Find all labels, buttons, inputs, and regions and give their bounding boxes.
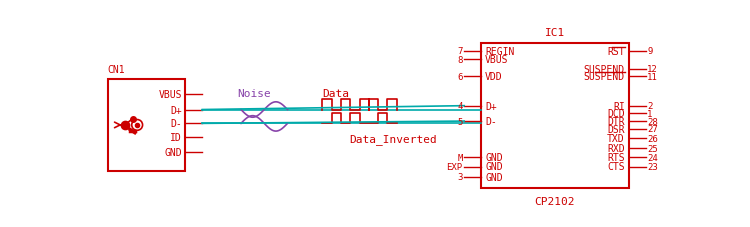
Text: GND: GND bbox=[485, 172, 502, 182]
Text: VBUS: VBUS bbox=[485, 55, 508, 65]
Text: GND: GND bbox=[485, 153, 502, 163]
Text: 25: 25 bbox=[647, 144, 658, 153]
Text: DTR: DTR bbox=[607, 116, 625, 126]
Text: 1: 1 bbox=[647, 109, 652, 118]
Text: EXP: EXP bbox=[446, 162, 463, 171]
Text: 4: 4 bbox=[458, 102, 463, 111]
Text: CN1: CN1 bbox=[108, 65, 125, 75]
Text: DSR: DSR bbox=[607, 124, 625, 134]
Text: SUSPEND: SUSPEND bbox=[584, 72, 625, 82]
Text: 26: 26 bbox=[647, 134, 658, 143]
Text: REGIN: REGIN bbox=[485, 47, 514, 57]
Text: 7: 7 bbox=[458, 47, 463, 56]
Text: M: M bbox=[458, 153, 463, 162]
Text: 6: 6 bbox=[458, 73, 463, 81]
Text: 27: 27 bbox=[647, 125, 658, 134]
Text: 24: 24 bbox=[647, 153, 658, 162]
Text: CP2102: CP2102 bbox=[535, 196, 575, 206]
Text: D+: D+ bbox=[170, 105, 182, 115]
Text: D-: D- bbox=[485, 116, 496, 126]
Text: 8: 8 bbox=[458, 56, 463, 65]
Text: VDD: VDD bbox=[485, 72, 502, 82]
Text: RI: RI bbox=[613, 101, 625, 111]
Text: D-: D- bbox=[170, 119, 182, 129]
Text: 12: 12 bbox=[647, 65, 658, 74]
Bar bbox=[108, 79, 185, 171]
Text: 23: 23 bbox=[647, 162, 658, 171]
Text: VBUS: VBUS bbox=[158, 90, 182, 100]
Text: Data: Data bbox=[322, 88, 350, 98]
Text: Noise: Noise bbox=[237, 88, 271, 98]
Text: 28: 28 bbox=[647, 117, 658, 126]
Text: Data_Inverted: Data_Inverted bbox=[350, 134, 437, 145]
Text: GND: GND bbox=[485, 162, 502, 172]
Text: RXD: RXD bbox=[607, 143, 625, 153]
Bar bbox=[482, 44, 628, 188]
Text: TXD: TXD bbox=[607, 133, 625, 143]
Text: 2: 2 bbox=[647, 102, 652, 111]
Text: DCD: DCD bbox=[607, 109, 625, 119]
Text: 9: 9 bbox=[647, 47, 652, 56]
Text: 11: 11 bbox=[647, 73, 658, 81]
Text: SUSPEND: SUSPEND bbox=[584, 64, 625, 74]
Text: IC1: IC1 bbox=[544, 28, 565, 38]
Text: RST: RST bbox=[607, 47, 625, 57]
Text: 3: 3 bbox=[458, 172, 463, 181]
Text: 5: 5 bbox=[458, 117, 463, 126]
Text: GND: GND bbox=[164, 147, 182, 157]
Text: ID: ID bbox=[170, 133, 182, 143]
Text: CTS: CTS bbox=[607, 162, 625, 172]
Text: RTS: RTS bbox=[607, 153, 625, 163]
Text: D+: D+ bbox=[485, 101, 496, 111]
